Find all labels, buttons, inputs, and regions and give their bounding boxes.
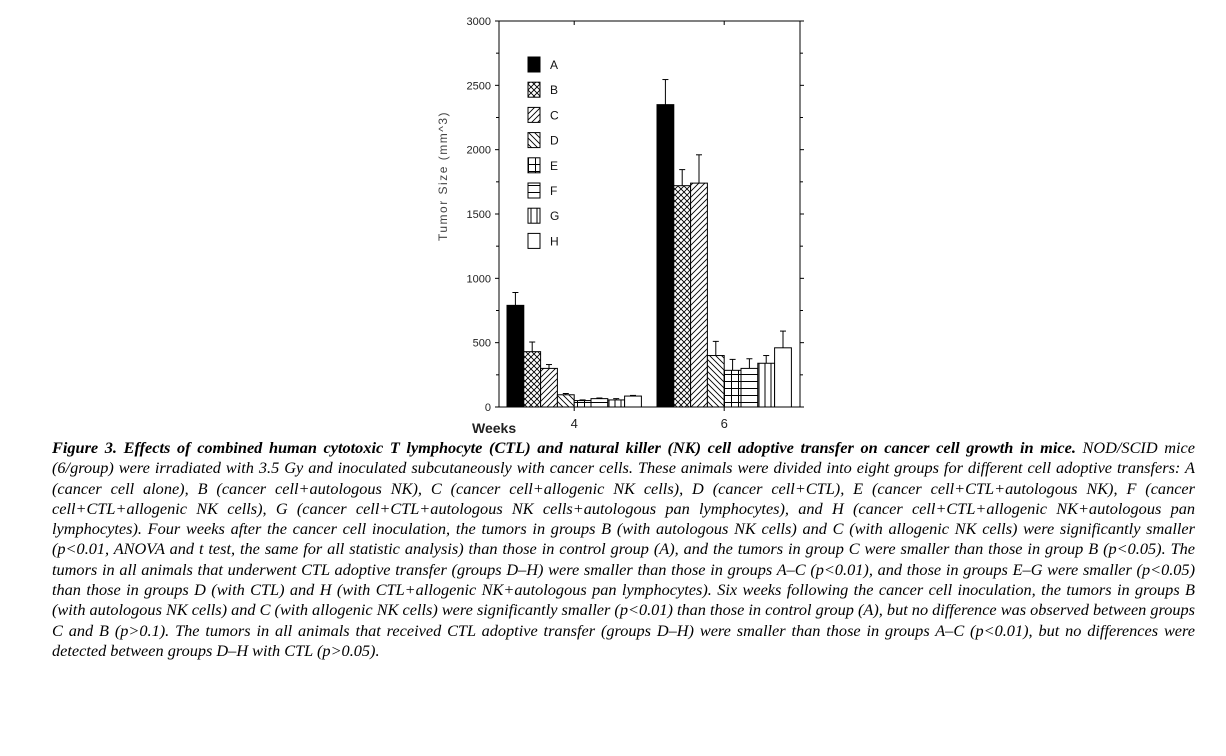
legend-label-E: E (550, 159, 558, 173)
bar-A-week-6 (656, 104, 675, 408)
bar-G-week-4 (607, 399, 626, 408)
legend-swatch-D (527, 132, 541, 149)
bar-C-week-4 (540, 367, 558, 408)
x-axis-label: Weeks (472, 420, 516, 436)
legend-swatch-F (527, 182, 541, 199)
bar-A-week-4 (506, 304, 525, 408)
bars (506, 79, 792, 408)
axes: 0 500 1000 1500 2000 2500 3000 4 6 (467, 16, 804, 431)
bar-D-week-4 (556, 394, 575, 408)
y-tick-label: 500 (473, 338, 491, 350)
y-tick-label: 2500 (467, 80, 491, 92)
legend-label-H: H (550, 234, 559, 248)
legend-swatch-C (527, 106, 541, 123)
bar-G-week-6 (757, 362, 776, 408)
bar-B-week-4 (523, 351, 542, 408)
legend-label-G: G (550, 209, 559, 223)
bar-F-week-6 (740, 367, 759, 408)
legend-swatch-A (527, 56, 541, 73)
legend-label-C: C (550, 108, 559, 122)
bar-C-week-6 (690, 182, 708, 408)
figure-caption: Figure 3. Effects of combined human cyto… (52, 438, 1195, 661)
x-tick-label: 6 (721, 416, 728, 431)
figure-caption-body: NOD/SCID mice (6/group) were irradiated … (52, 438, 1196, 660)
bar-D-week-6 (706, 355, 725, 408)
bar-E-week-6 (723, 369, 742, 408)
legend-swatch-G (527, 207, 541, 224)
legend-label-F: F (550, 184, 557, 198)
bar-H-week-6 (774, 347, 792, 408)
y-tick-label: 1500 (467, 209, 491, 221)
legend-swatch-H (527, 232, 541, 249)
y-axis-label: Tumor Size (mm^3) (436, 111, 450, 241)
legend-label-A: A (550, 58, 558, 72)
bar-E-week-4 (573, 400, 592, 408)
bar-F-week-4 (590, 398, 609, 408)
legend-label-B: B (550, 83, 558, 97)
bar-B-week-6 (673, 185, 692, 408)
legend-label-D: D (550, 134, 559, 148)
figure-label: Figure 3. (52, 438, 117, 457)
bar-H-week-4 (624, 395, 642, 408)
legend-swatch-B (527, 81, 541, 98)
x-tick-label: 4 (571, 416, 578, 431)
legend-swatch-E (527, 157, 541, 174)
y-tick-label: 2000 (467, 145, 491, 157)
y-tick-label: 1000 (467, 273, 491, 285)
y-tick-label: 3000 (467, 16, 491, 28)
figure-title: Effects of combined human cytotoxic T ly… (123, 438, 1076, 457)
y-tick-label: 0 (485, 402, 491, 414)
